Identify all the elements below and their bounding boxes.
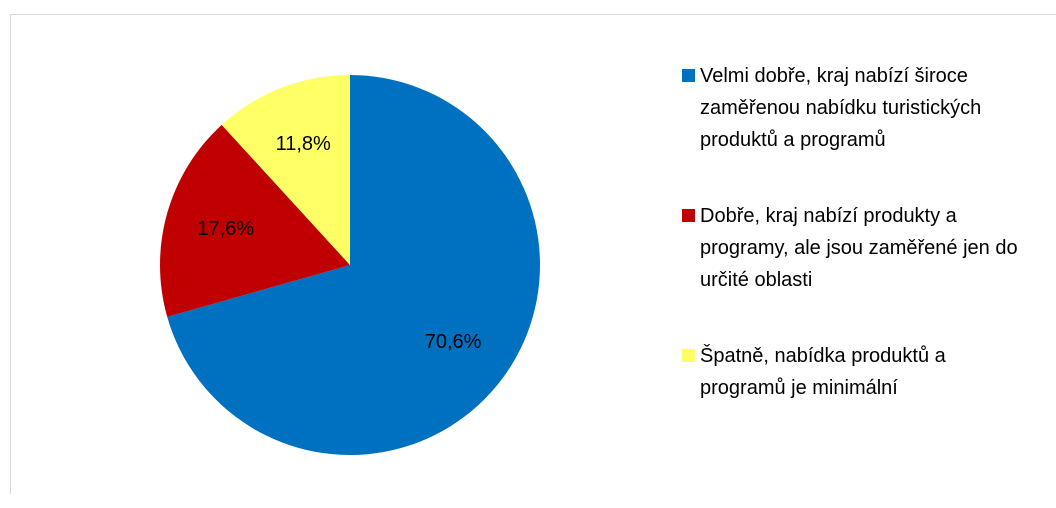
data-label: 70,6% — [425, 331, 482, 353]
pie-slice — [167, 75, 541, 455]
legend-swatch — [682, 349, 695, 362]
legend-label: Dobře, kraj nabízí produkty a programy, … — [700, 205, 1018, 291]
pie-slice — [160, 124, 350, 317]
legend-item: Velmi dobře, kraj nabízí široce zaměřeno… — [682, 60, 1022, 156]
legend-swatch — [682, 69, 695, 82]
pie-slice — [221, 75, 350, 265]
legend-label: Velmi dobře, kraj nabízí široce zaměřeno… — [700, 65, 982, 151]
legend-label: Špatně, nabídka produktů a programů je m… — [700, 345, 946, 399]
legend-item: Dobře, kraj nabízí produkty a programy, … — [682, 200, 1022, 296]
legend-item: Špatně, nabídka produktů a programů je m… — [682, 340, 1022, 404]
chart-border — [10, 14, 1056, 494]
legend-swatch — [682, 209, 695, 222]
data-label: 11,8% — [276, 133, 331, 155]
data-label: 17,6% — [197, 218, 254, 240]
